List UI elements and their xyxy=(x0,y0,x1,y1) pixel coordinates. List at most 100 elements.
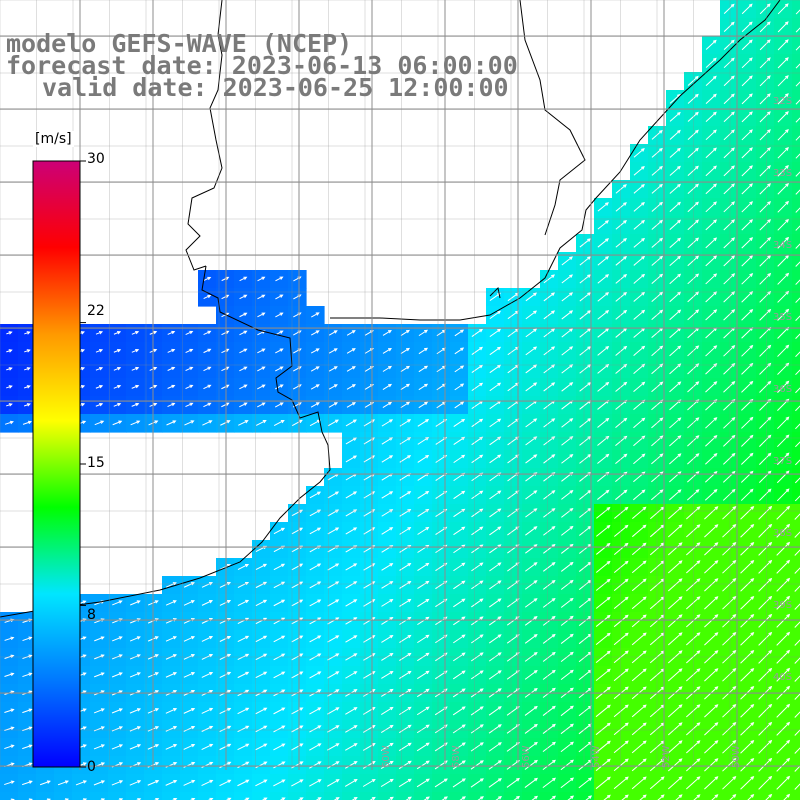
longitude-label: 60W xyxy=(381,745,392,768)
wind-arrow xyxy=(165,744,178,750)
wind-arrow xyxy=(495,796,502,800)
wind-arrow xyxy=(783,793,791,800)
wind-arrow xyxy=(579,238,591,248)
wind-arrow xyxy=(275,366,284,372)
wind-arrow xyxy=(705,453,718,465)
wind-speed-cell xyxy=(162,792,181,800)
wind-arrow xyxy=(471,364,484,374)
wind-arrow xyxy=(613,578,629,592)
wind-arrow xyxy=(309,563,322,571)
wind-arrow xyxy=(704,740,719,754)
wind-arrow xyxy=(687,237,700,249)
wind-arrow xyxy=(417,598,430,608)
wind-arrow xyxy=(686,776,701,790)
wind-arrow xyxy=(111,780,124,786)
wind-arrow xyxy=(595,596,611,609)
wind-arrow xyxy=(201,743,214,750)
wind-arrow xyxy=(595,722,611,736)
wind-arrow xyxy=(291,671,304,679)
wind-arrow xyxy=(345,563,358,571)
wind-arrow xyxy=(776,470,790,484)
wind-arrow xyxy=(129,780,142,786)
wind-arrow xyxy=(453,454,466,464)
wind-speed-cell xyxy=(504,792,523,800)
wind-arrow xyxy=(237,725,250,733)
latitude-label: 38S xyxy=(773,528,793,539)
wind-arrow xyxy=(327,491,340,499)
wind-arrow xyxy=(291,779,304,787)
wind-arrow xyxy=(795,171,800,177)
wind-speed-cell xyxy=(180,792,199,800)
wind-arrow xyxy=(741,57,753,69)
wind-arrow xyxy=(704,632,719,646)
wind-arrow xyxy=(759,39,771,51)
wind-arrow xyxy=(667,668,683,682)
wind-arrow xyxy=(257,312,266,318)
wind-arrow xyxy=(417,634,430,644)
wind-arrow xyxy=(631,740,647,754)
wind-arrow xyxy=(167,384,176,389)
wind-arrow xyxy=(669,129,681,140)
wind-arrow xyxy=(543,274,556,284)
wind-arrow xyxy=(631,614,647,628)
wind-arrow xyxy=(489,382,502,392)
wind-arrow xyxy=(579,310,592,320)
wind-arrow xyxy=(561,382,574,392)
wind-arrow xyxy=(633,417,646,429)
wind-arrow xyxy=(524,741,538,752)
latitude-label: 33S xyxy=(773,168,793,179)
wind-arrow xyxy=(398,760,412,770)
wind-arrow xyxy=(542,669,556,680)
wind-arrow xyxy=(741,75,753,87)
wind-arrow xyxy=(310,348,320,354)
wind-arrow xyxy=(184,420,195,426)
wind-arrow xyxy=(740,739,755,754)
wind-arrow xyxy=(794,477,800,484)
wind-arrow xyxy=(759,183,771,195)
wind-arrow xyxy=(759,290,772,303)
wind-arrow xyxy=(185,330,194,335)
wind-arrow xyxy=(668,489,682,501)
wind-arrow xyxy=(776,452,790,466)
wind-arrow xyxy=(273,419,285,426)
wind-arrow xyxy=(597,256,610,266)
wind-arrow xyxy=(723,183,735,195)
wind-arrow xyxy=(723,93,735,105)
wind-speed-cell xyxy=(666,792,685,800)
wind-arrow xyxy=(203,366,212,372)
wind-arrow xyxy=(704,506,719,520)
wind-arrow xyxy=(795,99,800,105)
wind-arrow xyxy=(758,559,773,574)
wind-arrow xyxy=(687,93,699,104)
wind-arrow xyxy=(255,563,268,571)
wind-arrow xyxy=(667,722,683,736)
wind-arrow xyxy=(759,75,771,87)
wind-arrow xyxy=(524,723,538,734)
wind-arrow xyxy=(129,636,141,642)
wind-arrow xyxy=(669,255,682,267)
wind-arrow xyxy=(183,672,196,678)
wind-arrow xyxy=(615,489,628,501)
wind-arrow xyxy=(758,631,773,646)
wind-arrow xyxy=(291,635,304,643)
wind-arrow xyxy=(488,724,502,734)
wind-arrow xyxy=(595,614,611,627)
wind-arrow xyxy=(722,722,737,736)
wind-arrow xyxy=(346,366,356,372)
wind-arrow xyxy=(543,526,556,536)
wind-arrow xyxy=(112,600,123,606)
coastline-segment xyxy=(185,0,223,271)
wind-arrow xyxy=(239,312,248,318)
wind-arrow xyxy=(165,582,177,588)
wind-arrow xyxy=(525,526,538,536)
wind-arrow xyxy=(172,797,178,800)
wind-arrow xyxy=(759,147,771,159)
wind-arrow xyxy=(471,490,484,500)
wind-arrow xyxy=(705,75,717,86)
wind-arrow xyxy=(723,147,735,159)
wind-arrow xyxy=(794,711,800,718)
wind-arrow xyxy=(543,346,556,356)
wind-arrow xyxy=(239,330,248,336)
wind-arrow xyxy=(434,778,448,788)
wind-speed-cell xyxy=(792,576,800,595)
